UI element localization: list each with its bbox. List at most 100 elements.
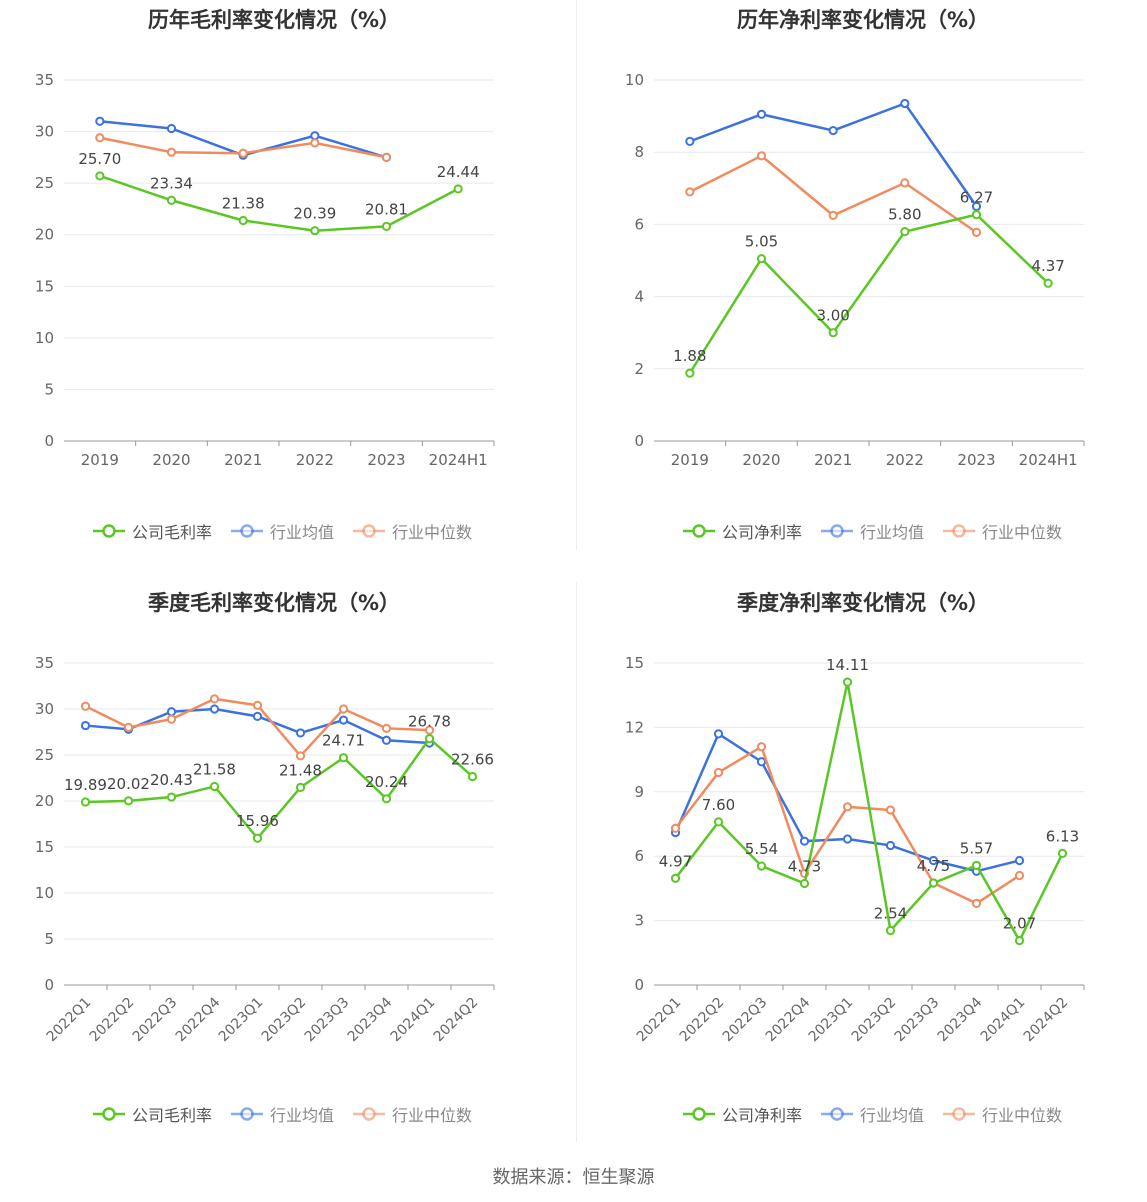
series-line-company	[688, 213, 1050, 374]
y-tick-label: 10	[625, 71, 644, 89]
y-tick-label: 0	[44, 432, 54, 450]
data-point-median	[238, 148, 248, 158]
x-tick-label: 2022Q4	[763, 994, 814, 1045]
data-point-company	[900, 227, 910, 237]
data-point-median	[756, 742, 767, 752]
x-tick-label: 2024Q1	[978, 995, 1029, 1046]
y-tick-label: 30	[35, 123, 54, 141]
x-tick-label: 2022Q1	[44, 995, 95, 1046]
legend-swatch-company	[683, 1107, 715, 1121]
y-tick-label: 2	[634, 360, 644, 378]
y-tick-label: 3	[634, 912, 644, 930]
data-point-avg	[1014, 855, 1025, 866]
data-point-median	[685, 187, 695, 197]
legend-item-avg[interactable]: 行业均值	[820, 1102, 924, 1126]
data-point-company	[123, 796, 134, 806]
data-label: 4.97	[659, 852, 692, 870]
data-label: 4.73	[788, 857, 821, 875]
data-label: 2.07	[1003, 915, 1036, 933]
y-tick-label: 0	[634, 432, 644, 450]
series-line-median	[674, 744, 1021, 905]
data-label: 2.54	[874, 904, 907, 922]
legend-item-company[interactable]: 公司净利率	[682, 519, 802, 543]
legend-marker	[240, 524, 254, 538]
legend-swatch-avg	[821, 1107, 854, 1121]
data-point-median	[670, 823, 681, 833]
data-label: 6.13	[1046, 827, 1079, 845]
data-point-company	[885, 925, 896, 936]
data-label: 20.02	[107, 775, 150, 793]
legend-label: 公司毛利率	[132, 523, 213, 542]
x-tick-label: 2024Q2	[431, 995, 482, 1046]
y-tick-label: 10	[35, 884, 54, 902]
y-tick-label: 5	[44, 380, 54, 398]
data-label: 5.80	[888, 206, 921, 224]
y-tick-label: 4	[634, 288, 644, 306]
y-tick-label: 35	[35, 71, 54, 89]
data-point-company	[381, 794, 392, 804]
data-point-avg	[885, 840, 896, 851]
x-tick-label: 2023Q1	[216, 995, 267, 1046]
y-tick-label: 15	[35, 277, 54, 295]
legend-label: 行业中位数	[392, 523, 473, 542]
data-point-company	[928, 878, 939, 888]
data-point-company	[310, 226, 320, 236]
legend-item-company[interactable]: 公司毛利率	[92, 1102, 212, 1126]
data-point-avg	[381, 735, 392, 745]
legend-swatch-avg	[231, 524, 264, 538]
x-tick-label: 2019	[81, 451, 119, 469]
series-line-company	[674, 681, 1064, 944]
legend-item-company[interactable]: 公司毛利率	[92, 519, 212, 543]
x-tick-label: 2021	[814, 451, 852, 469]
x-tick-label: 2024H1	[1019, 451, 1078, 469]
legend-item-company[interactable]: 公司净利率	[682, 1102, 802, 1126]
data-point-median	[1014, 870, 1025, 881]
data-point-median	[900, 178, 910, 188]
x-tick-label: 2024H1	[429, 451, 488, 469]
legend-item-median[interactable]: 行业中位数	[942, 519, 1062, 543]
data-point-median	[252, 700, 263, 710]
data-point-avg	[95, 116, 105, 126]
x-tick-label: 2022Q4	[173, 994, 224, 1045]
data-point-median	[971, 898, 982, 909]
data-point-company	[1057, 848, 1068, 859]
legend-item-median[interactable]: 行业中位数	[352, 1102, 472, 1126]
legend-item-median[interactable]: 行业中位数	[942, 1102, 1062, 1126]
data-point-avg	[928, 855, 939, 866]
legend-label: 行业中位数	[982, 1106, 1063, 1125]
chart-title-quarter-net: 季度净利率变化情况（%）	[736, 591, 990, 615]
x-tick-label: 2022Q2	[87, 995, 138, 1046]
legend-label: 行业均值	[860, 523, 925, 542]
data-point-company	[381, 221, 392, 231]
chart-annual-gross: 0 5 10 15 20 25 30 35 2019 2020 2021 2022 2023 2024H1…	[35, 71, 495, 469]
legend-item-avg[interactable]: 行业均值	[820, 519, 924, 543]
data-label: 25.70	[78, 150, 121, 168]
data-label: 22.66	[451, 751, 494, 769]
x-tick-label: 2022Q2	[677, 995, 728, 1046]
legend-item-avg[interactable]: 行业均值	[230, 1102, 334, 1126]
y-tick-label: 30	[35, 700, 54, 718]
legend-marker	[692, 524, 706, 538]
legend-marker	[830, 524, 844, 538]
data-point-company	[756, 254, 767, 264]
data-point-median	[295, 751, 306, 761]
chart-annual-net: 0 2 4 6 8 10 2019 2020 2021 2022 2023 2024H1 1.88 5.0…	[625, 71, 1085, 469]
legend-label: 行业中位数	[982, 523, 1063, 542]
chart-quarter-net: 036912152022Q12022Q22022Q32022Q42023Q120…	[625, 654, 1085, 1046]
data-point-median	[885, 805, 896, 815]
data-label: 7.60	[702, 796, 735, 814]
data-point-median	[381, 723, 392, 733]
data-label: 26.78	[408, 713, 451, 731]
legend-label: 行业中位数	[392, 1106, 473, 1125]
data-point-company	[971, 860, 982, 871]
data-label: 21.38	[222, 194, 265, 212]
data-point-company	[80, 797, 91, 807]
legend-item-avg[interactable]: 行业均值	[230, 519, 334, 543]
legend-item-median[interactable]: 行业中位数	[352, 519, 472, 543]
data-point-avg	[166, 707, 177, 717]
data-point-company	[971, 210, 982, 220]
data-point-avg	[310, 131, 320, 141]
legend-annual-net: 公司净利率 行业均值 行业中位数	[682, 519, 1080, 543]
data-point-avg	[828, 125, 838, 136]
